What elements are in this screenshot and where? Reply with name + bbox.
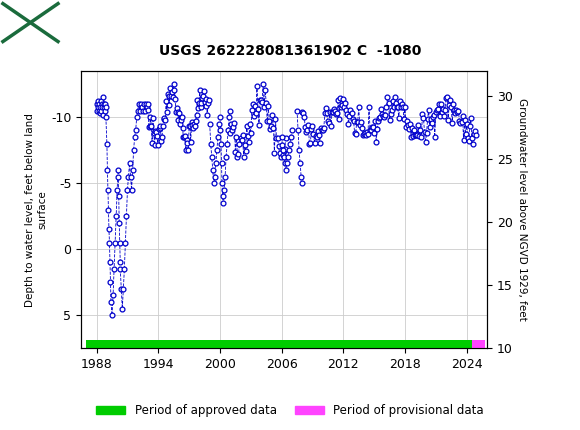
Y-axis label: Depth to water level, feet below land
surface: Depth to water level, feet below land su… bbox=[26, 113, 47, 307]
Y-axis label: Groundwater level above NGVD 1929, feet: Groundwater level above NGVD 1929, feet bbox=[517, 98, 527, 321]
Bar bbox=[472, 341, 485, 348]
Bar bbox=[3, 3, 58, 42]
Legend: Period of approved data, Period of provisional data: Period of approved data, Period of provi… bbox=[91, 399, 489, 422]
Text: USGS: USGS bbox=[67, 14, 122, 31]
Text: USGS 262228081361902 C  -1080: USGS 262228081361902 C -1080 bbox=[159, 44, 421, 58]
Bar bbox=[86, 341, 472, 348]
